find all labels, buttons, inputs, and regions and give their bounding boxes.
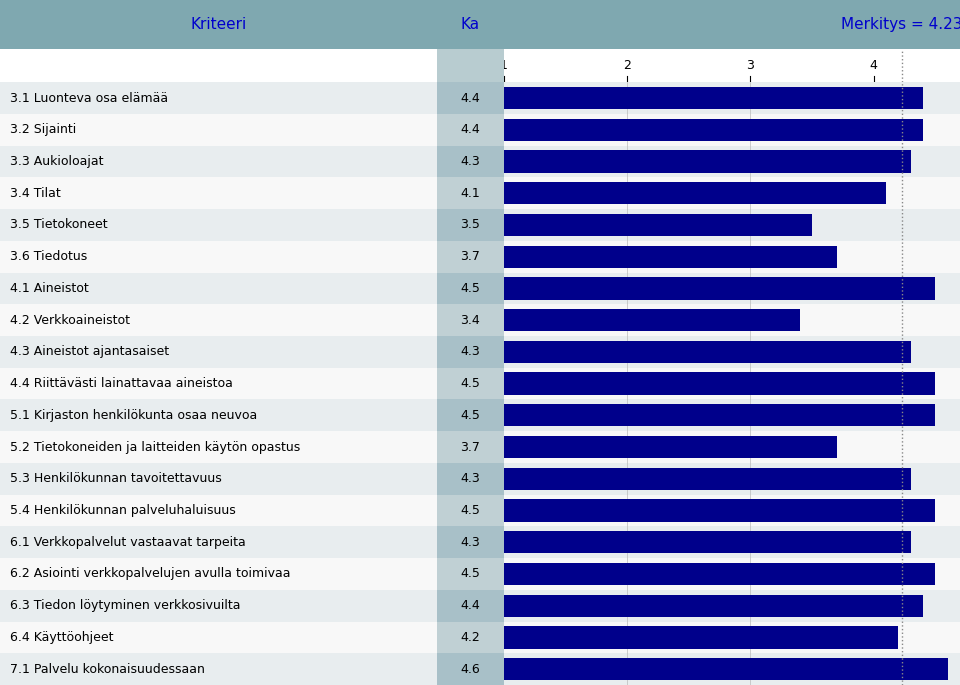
Bar [504, 214, 812, 236]
Text: 2: 2 [623, 60, 631, 72]
Text: 4.1: 4.1 [461, 187, 480, 200]
Text: 4.3: 4.3 [461, 536, 480, 549]
Text: 4.3: 4.3 [461, 345, 480, 358]
Text: 5.4 Henkilökunnan palveluhaluisuus: 5.4 Henkilökunnan palveluhaluisuus [10, 504, 235, 517]
Text: 7.1 Palvelu kokonaisuudessaan: 7.1 Palvelu kokonaisuudessaan [10, 662, 204, 675]
Text: Ka: Ka [461, 17, 480, 32]
Bar [504, 273, 960, 304]
Bar [504, 590, 960, 621]
Bar [504, 119, 923, 141]
Text: Kriteeri: Kriteeri [190, 17, 247, 32]
Text: 6.4 Käyttöohjeet: 6.4 Käyttöohjeet [10, 631, 113, 644]
Bar [504, 336, 960, 368]
Bar [504, 146, 960, 177]
Bar [504, 621, 960, 653]
Text: 4.2: 4.2 [461, 631, 480, 644]
Bar [504, 304, 960, 336]
Bar [504, 277, 935, 299]
Bar [504, 151, 911, 173]
Bar [504, 241, 960, 273]
Bar [504, 182, 886, 204]
Text: 3.1 Luonteva osa elämää: 3.1 Luonteva osa elämää [10, 92, 168, 105]
Text: 5.1 Kirjaston henkilökunta osaa neuvoa: 5.1 Kirjaston henkilökunta osaa neuvoa [10, 409, 257, 422]
Text: 3.6 Tiedotus: 3.6 Tiedotus [10, 250, 86, 263]
Text: 5.3 Henkilökunnan tavoitettavuus: 5.3 Henkilökunnan tavoitettavuus [10, 472, 222, 485]
Bar [504, 595, 923, 617]
Text: 4.6: 4.6 [461, 662, 480, 675]
Bar [504, 653, 960, 685]
Bar [504, 209, 960, 241]
Text: 4: 4 [870, 60, 877, 72]
Text: 3.3 Aukioloajat: 3.3 Aukioloajat [10, 155, 103, 168]
Text: 4.4: 4.4 [461, 123, 480, 136]
Bar [504, 463, 960, 495]
Text: 4.2 Verkkoaineistot: 4.2 Verkkoaineistot [10, 314, 130, 327]
Text: 6.3 Tiedon löytyminen verkkosivuilta: 6.3 Tiedon löytyminen verkkosivuilta [10, 599, 240, 612]
Text: 5.2 Tietokoneiden ja laitteiden käytön opastus: 5.2 Tietokoneiden ja laitteiden käytön o… [10, 440, 300, 453]
Text: 3.7: 3.7 [461, 250, 480, 263]
Bar [504, 373, 935, 395]
Text: 3.5 Tietokoneet: 3.5 Tietokoneet [10, 219, 108, 232]
Text: 1: 1 [500, 60, 508, 72]
Text: 6.2 Asiointi verkkopalvelujen avulla toimivaa: 6.2 Asiointi verkkopalvelujen avulla toi… [10, 567, 290, 580]
Text: 3.4 Tilat: 3.4 Tilat [10, 187, 60, 200]
Text: 4.3: 4.3 [461, 472, 480, 485]
Bar [504, 309, 800, 332]
Bar [504, 177, 960, 209]
Text: 4.5: 4.5 [461, 409, 480, 422]
Bar [504, 87, 923, 109]
Text: 4.1 Aineistot: 4.1 Aineistot [10, 282, 88, 295]
Text: 4.3 Aineistot ajantasaiset: 4.3 Aineistot ajantasaiset [10, 345, 169, 358]
Text: 4.4: 4.4 [461, 599, 480, 612]
Bar [504, 495, 960, 526]
Bar [504, 526, 960, 558]
Bar [504, 436, 837, 458]
Text: 3.4: 3.4 [461, 314, 480, 327]
Bar [504, 82, 960, 114]
Bar [504, 658, 948, 680]
Bar [504, 246, 837, 268]
Bar [504, 558, 960, 590]
Bar [504, 114, 960, 146]
Text: 4.5: 4.5 [461, 282, 480, 295]
Text: 3.7: 3.7 [461, 440, 480, 453]
Text: 4.4: 4.4 [461, 92, 480, 105]
Bar [504, 499, 935, 521]
Bar [504, 404, 935, 427]
Bar [504, 563, 935, 585]
Text: 3.5: 3.5 [461, 219, 480, 232]
Text: 6.1 Verkkopalvelut vastaavat tarpeita: 6.1 Verkkopalvelut vastaavat tarpeita [10, 536, 246, 549]
Text: 4.4 Riittävästi lainattavaa aineistoa: 4.4 Riittävästi lainattavaa aineistoa [10, 377, 232, 390]
Text: Merkitys = 4.23: Merkitys = 4.23 [841, 17, 960, 32]
Text: 3.2 Sijainti: 3.2 Sijainti [10, 123, 76, 136]
Bar [504, 531, 911, 553]
Text: 4.5: 4.5 [461, 504, 480, 517]
Text: 3: 3 [747, 60, 755, 72]
Bar [504, 626, 899, 649]
Bar [504, 468, 911, 490]
Text: 4.5: 4.5 [461, 377, 480, 390]
Text: 4.3: 4.3 [461, 155, 480, 168]
Bar [504, 340, 911, 363]
Bar [504, 368, 960, 399]
Bar [504, 399, 960, 431]
Text: 4.5: 4.5 [461, 567, 480, 580]
Bar [504, 431, 960, 463]
